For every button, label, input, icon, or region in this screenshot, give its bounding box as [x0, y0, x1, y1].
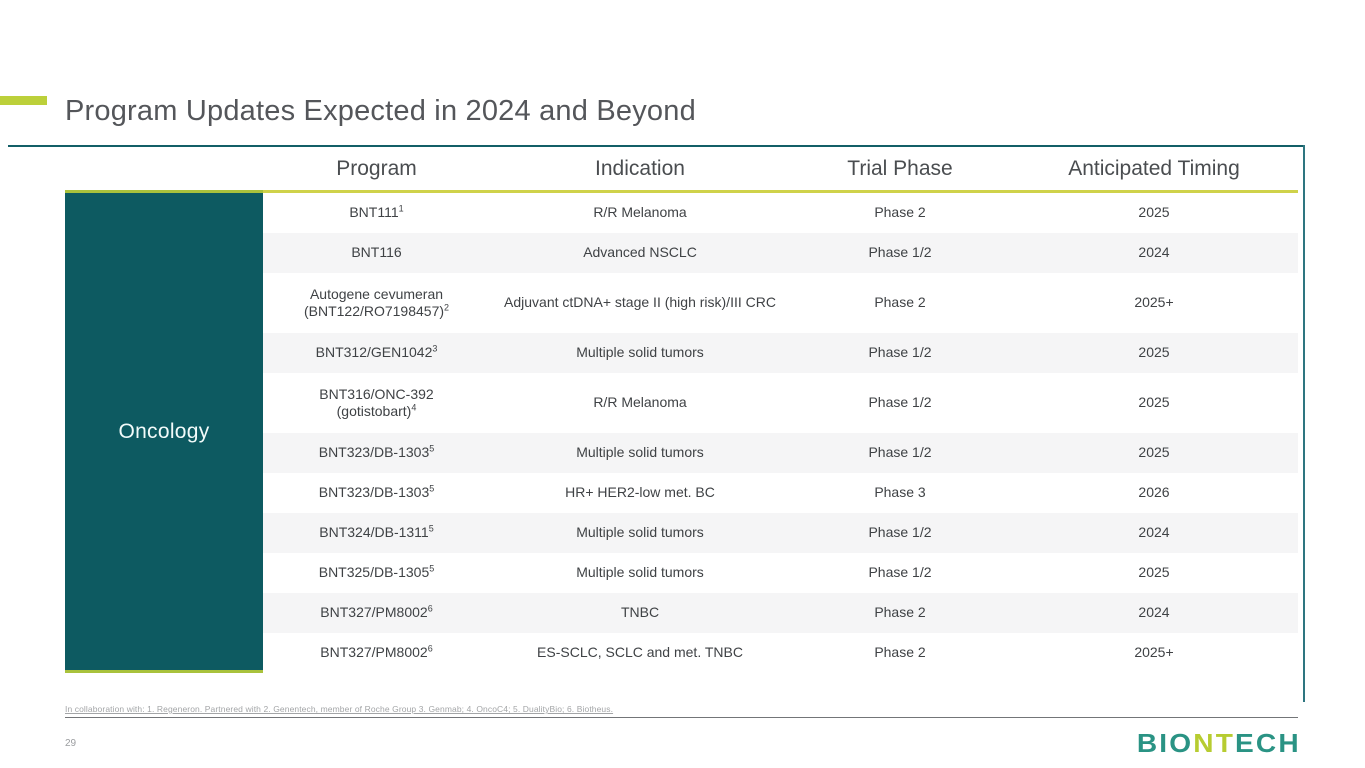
- cell-program: BNT323/DB-13035: [318, 443, 435, 461]
- table-row: BNT323/DB-13035 HR+ HER2-low met. BC Phase…: [263, 473, 1298, 513]
- column-header-program: Program: [336, 156, 417, 180]
- cell-trial-phase: Phase 1/2: [868, 444, 932, 461]
- cell-program: BNT324/DB-13115: [319, 523, 434, 541]
- footnote-marker: 1: [398, 203, 404, 214]
- cell-indication: Multiple solid tumors: [576, 564, 704, 581]
- cell-indication: R/R Melanoma: [593, 394, 687, 411]
- footnote-text: In collaboration with: 1. Regeneron. Par…: [65, 704, 614, 714]
- column-header-indication: Indication: [595, 156, 685, 180]
- footnote-marker: 6: [427, 643, 433, 654]
- column-header-trial-phase: Trial Phase: [847, 156, 953, 180]
- logo-part-nt: NT: [1193, 728, 1236, 758]
- cell-program: BNT312/GEN10423: [315, 343, 438, 361]
- footnote-marker: 5: [428, 523, 434, 534]
- table-row: BNT327/PM80026 TNBC Phase 2 2024: [263, 593, 1298, 633]
- biontech-logo: BIONTECH: [1137, 728, 1301, 759]
- cell-program: BNT323/DB-13035: [318, 483, 435, 501]
- logo-part-bio: BIO: [1137, 728, 1194, 758]
- table-rows: BNT1111 R/R Melanoma Phase 2 2025 BNT116 Adva…: [263, 193, 1298, 673]
- cell-program: BNT316/ONC-392 (gotistobart)4: [319, 385, 434, 420]
- cell-anticipated-timing: 2026: [1138, 484, 1170, 501]
- title-accent-dash: [0, 96, 47, 105]
- cell-indication: Multiple solid tumors: [576, 524, 704, 541]
- cell-trial-phase: Phase 1/2: [868, 394, 932, 411]
- cell-indication: ES-SCLC, SCLC and met. TNBC: [537, 644, 743, 661]
- program-update-table: Program Indication Trial Phase Anticipat…: [65, 147, 1298, 673]
- footnote-marker: 5: [429, 563, 435, 574]
- category-label: Oncology: [118, 419, 210, 443]
- cell-indication: Multiple solid tumors: [576, 444, 704, 461]
- footnote: In collaboration with: 1. Regeneron. Par…: [65, 704, 1298, 718]
- column-header-anticipated-timing: Anticipated Timing: [1068, 156, 1240, 180]
- cell-anticipated-timing: 2025: [1138, 394, 1170, 411]
- cell-indication: TNBC: [620, 604, 660, 621]
- table-row: BNT325/DB-13055 Multiple solid tumors Phas…: [263, 553, 1298, 593]
- table-frame-top-border: [8, 145, 1305, 147]
- cell-anticipated-timing: 2025: [1138, 204, 1170, 221]
- footnote-marker: 5: [429, 483, 435, 494]
- cell-trial-phase: Phase 1/2: [868, 524, 932, 541]
- cell-anticipated-timing: 2024: [1138, 244, 1170, 261]
- table-frame-right-border: [1303, 145, 1305, 702]
- cell-trial-phase: Phase 2: [874, 604, 926, 621]
- cell-program: Autogene cevumeran (BNT122/RO7198457)2: [303, 285, 450, 320]
- footnote-marker: 2: [444, 302, 450, 313]
- cell-program: BNT1111: [349, 203, 404, 221]
- cell-anticipated-timing: 2025: [1138, 444, 1170, 461]
- page-number: 29: [65, 738, 77, 749]
- cell-anticipated-timing: 2025+: [1134, 294, 1174, 311]
- table-row: Autogene cevumeran (BNT122/RO7198457)2 Adj…: [263, 273, 1298, 333]
- cell-anticipated-timing: 2025: [1138, 344, 1170, 361]
- footnote-marker: 6: [427, 603, 433, 614]
- table-row: BNT312/GEN10423 Multiple solid tumors Phas…: [263, 333, 1298, 373]
- cell-indication: R/R Melanoma: [593, 204, 687, 221]
- cell-indication: Multiple solid tumors: [576, 344, 704, 361]
- footnote-marker: 5: [429, 443, 435, 454]
- cell-anticipated-timing: 2025: [1138, 564, 1170, 581]
- cell-anticipated-timing: 2024: [1138, 604, 1170, 621]
- cell-trial-phase: Phase 1/2: [868, 344, 932, 361]
- cell-anticipated-timing: 2025+: [1134, 644, 1174, 661]
- cell-program: BNT327/PM80026: [320, 643, 433, 661]
- table-row: BNT316/ONC-392 (gotistobart)4 R/R Melanoma…: [263, 373, 1298, 433]
- logo-part-ech: ECH: [1235, 728, 1301, 758]
- page-title: Program Updates Expected in 2024 and Bey…: [65, 95, 696, 128]
- table-header-row: Program Indication Trial Phase Anticipat…: [65, 147, 1298, 190]
- table-row: BNT323/DB-13035 Multiple solid tumors Phas…: [263, 433, 1298, 473]
- cell-trial-phase: Phase 2: [874, 294, 926, 311]
- cell-trial-phase: Phase 1/2: [868, 564, 932, 581]
- cell-program: BNT116: [351, 244, 402, 261]
- cell-indication: Adjuvant ctDNA+ stage II (high risk)/III…: [504, 294, 776, 311]
- cell-trial-phase: Phase 2: [874, 204, 926, 221]
- cell-trial-phase: Phase 2: [874, 644, 926, 661]
- cell-program: BNT325/DB-13055: [318, 563, 435, 581]
- cell-trial-phase: Phase 3: [874, 484, 926, 501]
- category-block-oncology: Oncology: [65, 190, 263, 673]
- table-body: Oncology BNT1111 R/R Melanoma Phase 2 2025 B…: [65, 190, 1298, 673]
- table-row: BNT116 Advanced NSCLC Phase 1/2 2024: [263, 233, 1298, 273]
- table-row: BNT327/PM80026 ES-SCLC, SCLC and met. TNB…: [263, 633, 1298, 673]
- cell-anticipated-timing: 2024: [1138, 524, 1170, 541]
- cell-program: BNT327/PM80026: [320, 603, 433, 621]
- cell-trial-phase: Phase 1/2: [868, 244, 932, 261]
- footnote-marker: 4: [411, 402, 417, 413]
- footnote-marker: 3: [432, 343, 438, 354]
- cell-indication: HR+ HER2-low met. BC: [565, 484, 715, 501]
- cell-indication: Advanced NSCLC: [583, 244, 697, 261]
- table-row: BNT324/DB-13115 Multiple solid tumors Phas…: [263, 513, 1298, 553]
- table-row: BNT1111 R/R Melanoma Phase 2 2025: [263, 193, 1298, 233]
- header-underline-rule: [65, 190, 1298, 193]
